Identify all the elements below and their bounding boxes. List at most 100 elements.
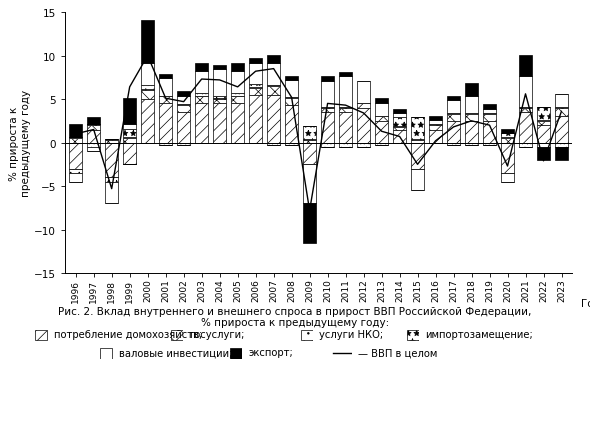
Bar bbox=[393, 114, 407, 118]
Bar bbox=[249, 85, 263, 88]
Bar bbox=[159, 96, 172, 97]
Bar bbox=[339, 108, 352, 113]
Bar bbox=[411, 118, 424, 140]
Bar bbox=[249, 63, 263, 85]
Bar bbox=[357, 103, 371, 104]
Bar bbox=[105, 182, 119, 204]
Bar bbox=[321, 143, 335, 148]
Bar bbox=[123, 139, 136, 143]
Bar bbox=[555, 117, 568, 143]
Bar bbox=[447, 101, 460, 114]
Bar bbox=[249, 88, 263, 89]
Bar bbox=[339, 73, 352, 77]
Bar bbox=[321, 108, 335, 113]
Bar bbox=[195, 63, 208, 72]
Text: импортозамещение;: импортозамещение; bbox=[425, 329, 533, 339]
Bar bbox=[465, 122, 478, 143]
Bar bbox=[141, 91, 155, 100]
Bar bbox=[483, 115, 496, 122]
Bar bbox=[69, 174, 83, 182]
Bar bbox=[375, 99, 388, 103]
Bar bbox=[303, 127, 316, 140]
Bar bbox=[249, 59, 263, 63]
Bar bbox=[267, 143, 280, 146]
Bar bbox=[411, 143, 424, 169]
Bar bbox=[411, 140, 424, 141]
Bar bbox=[501, 139, 514, 143]
Bar bbox=[141, 86, 155, 90]
Text: Год: Год bbox=[581, 298, 590, 308]
Bar bbox=[87, 148, 100, 152]
Bar bbox=[123, 143, 136, 165]
Bar bbox=[69, 143, 83, 169]
Bar bbox=[159, 75, 172, 79]
Bar bbox=[339, 113, 352, 143]
Bar bbox=[519, 108, 532, 113]
Bar bbox=[285, 143, 299, 146]
Bar bbox=[213, 66, 227, 70]
Bar bbox=[411, 141, 424, 143]
Bar bbox=[429, 121, 442, 125]
Bar bbox=[159, 79, 172, 96]
Bar bbox=[177, 105, 191, 106]
Bar bbox=[537, 126, 550, 143]
Bar bbox=[501, 138, 514, 139]
Bar bbox=[105, 141, 119, 143]
Bar bbox=[411, 169, 424, 191]
Bar bbox=[375, 122, 388, 143]
Bar bbox=[501, 143, 514, 174]
Bar bbox=[555, 95, 568, 108]
Bar bbox=[213, 70, 227, 96]
Bar bbox=[267, 56, 280, 64]
Bar bbox=[429, 130, 442, 143]
Bar bbox=[213, 100, 227, 104]
Bar bbox=[87, 118, 100, 125]
Bar bbox=[483, 114, 496, 115]
Bar bbox=[555, 108, 568, 117]
Bar bbox=[105, 143, 119, 178]
Bar bbox=[555, 148, 568, 161]
Bar bbox=[123, 125, 136, 129]
Bar bbox=[519, 56, 532, 77]
Bar bbox=[375, 103, 388, 116]
Bar bbox=[87, 130, 100, 143]
Bar bbox=[519, 113, 532, 143]
Bar bbox=[69, 169, 83, 174]
Text: валовые инвестиции;: валовые инвестиции; bbox=[119, 348, 232, 357]
Bar bbox=[177, 143, 191, 146]
Bar bbox=[231, 63, 244, 72]
Bar bbox=[321, 77, 335, 82]
Bar bbox=[123, 99, 136, 125]
Bar bbox=[249, 95, 263, 143]
Bar bbox=[393, 130, 407, 143]
Text: Рис. 2. Вклад внутреннего и внешнего спроса в прирост ВВП Российской Федерации,: Рис. 2. Вклад внутреннего и внешнего спр… bbox=[58, 306, 532, 316]
Text: услуги НКО;: услуги НКО; bbox=[319, 329, 384, 339]
Text: экспорт;: экспорт; bbox=[248, 348, 293, 357]
Bar bbox=[303, 165, 316, 204]
Bar bbox=[195, 104, 208, 143]
Bar bbox=[231, 72, 244, 94]
Bar bbox=[519, 77, 532, 108]
Bar bbox=[231, 104, 244, 143]
Bar bbox=[105, 140, 119, 141]
Bar bbox=[483, 122, 496, 143]
Y-axis label: % прироста к
предыдущему году: % прироста к предыдущему году bbox=[9, 90, 31, 197]
Bar bbox=[159, 104, 172, 143]
Bar bbox=[267, 87, 280, 95]
Bar bbox=[303, 204, 316, 243]
Bar bbox=[141, 64, 155, 86]
Bar bbox=[195, 94, 208, 96]
Bar bbox=[231, 94, 244, 96]
Bar bbox=[69, 125, 83, 138]
Bar bbox=[537, 122, 550, 126]
Bar bbox=[141, 90, 155, 91]
Text: госуслуги;: госуслуги; bbox=[189, 329, 245, 339]
Bar bbox=[285, 98, 299, 99]
Bar bbox=[285, 99, 299, 106]
Bar bbox=[465, 114, 478, 115]
Bar bbox=[555, 143, 568, 148]
Bar bbox=[177, 113, 191, 143]
Bar bbox=[141, 100, 155, 143]
Bar bbox=[87, 143, 100, 148]
Bar bbox=[267, 95, 280, 143]
